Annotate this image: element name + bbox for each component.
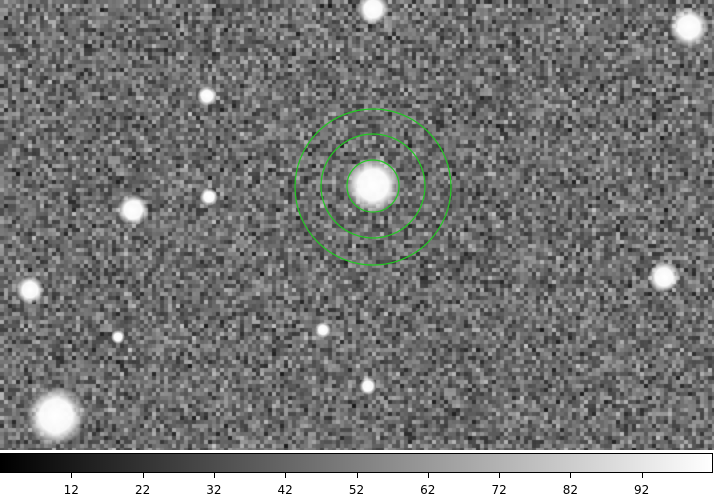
colorbar-tick [499,473,501,478]
aperture-ring[interactable] [346,159,400,213]
colorbar-tick [71,473,73,478]
colorbar-tick-label: 82 [562,483,579,497]
colorbar-tick-label: 42 [277,483,293,497]
colorbar [0,453,713,473]
colorbar-axis: 12 22 32 42 52 62 72 82 92 [0,473,714,498]
colorbar-tick-label: 72 [491,483,507,497]
star-right-mid [648,261,680,293]
star-bottom-left [26,386,86,446]
inner-annulus-ring[interactable] [320,133,426,239]
colorbar-tick [570,473,572,478]
star-faint-center [315,322,331,338]
star-top-right [669,7,709,47]
sky-overlay [16,0,709,446]
colorbar-tick [356,473,358,478]
colorbar-tick [427,473,429,478]
colorbar-tick-label: 32 [206,483,222,497]
star-faint-left [111,330,125,344]
colorbar-tick-label: 12 [63,483,79,497]
star-left-lower [16,276,44,304]
star-target [345,157,401,213]
colorbar-tick [142,473,144,478]
colorbar-tick [641,473,643,478]
colorbar-tick-label: 92 [634,483,650,497]
star-left-mid-small [200,188,218,206]
colorbar-tick [285,473,287,478]
colorbar-tick-label: 62 [420,483,436,497]
star-upper-left-small [197,86,217,106]
outer-annulus-ring[interactable] [294,108,452,266]
star-top-center [357,0,389,25]
colorbar-tick-label: 22 [134,483,151,497]
noise-background [0,0,714,450]
star-left-mid [117,194,149,226]
colorbar-tick [213,473,215,478]
star-lower-center [359,377,377,395]
image-panel[interactable] [0,0,714,450]
colorbar-tick-label: 52 [348,483,365,497]
